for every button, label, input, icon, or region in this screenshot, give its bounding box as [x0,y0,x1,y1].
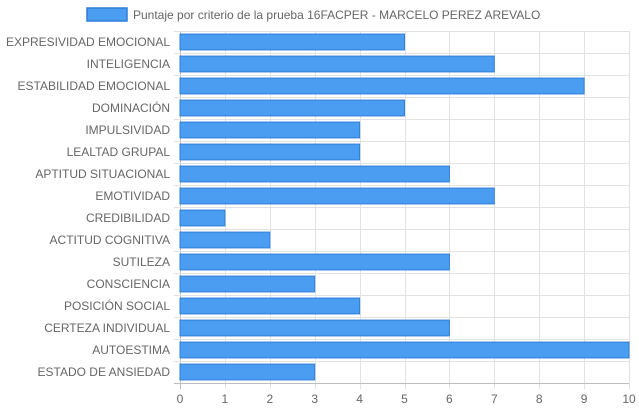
x-tick-label-5: 5 [401,392,408,406]
category-label-11: SUTILEZA [113,255,170,269]
bar-12[interactable] [179,275,316,293]
x-axis-tick-labels: 0 1 2 3 4 5 6 7 8 9 10 [177,392,636,406]
x-tick-label-8: 8 [536,392,543,406]
legend-swatch [86,7,128,22]
category-label-1: EXPRESIVIDAD EMOCIONAL [6,35,170,49]
bar-10[interactable] [179,231,271,249]
bar-7[interactable] [179,165,450,183]
bar-16[interactable] [179,363,316,381]
x-tick-label-1: 1 [222,392,229,406]
category-label-9: CREDIBILIDAD [86,211,170,225]
x-tick-label-4: 4 [356,392,363,406]
category-label-10: ACTITUD COGNITIVA [50,233,170,247]
category-label-6: LEALTAD GRUPAL [67,145,171,159]
x-tick-label-7: 7 [491,392,498,406]
legend-label: Puntaje por criterio de la prueba 16FACP… [133,8,540,22]
bar-13[interactable] [179,297,361,315]
category-label-14: CERTEZA INDIVIDUAL [44,321,170,335]
bar-11[interactable] [179,253,450,271]
bar-9[interactable] [179,209,226,227]
x-tick-label-9: 9 [581,392,588,406]
category-label-8: EMOTIVIDAD [95,189,170,203]
x-tick-label-6: 6 [446,392,453,406]
x-tick-label-10: 10 [622,392,636,406]
bar-14[interactable] [179,319,450,337]
bar-1[interactable] [179,33,405,51]
category-labels: EXPRESIVIDAD EMOCIONAL INTELIGENCIA ESTABI… [6,35,170,379]
bars [179,33,630,381]
category-label-12: CONSCIENCIA [87,277,170,291]
bar-4[interactable] [179,99,405,117]
bar-3[interactable] [179,77,585,95]
bar-15[interactable] [179,341,630,359]
category-label-2: INTELIGENCIA [87,57,170,71]
category-label-3: ESTABILIDAD EMOCIONAL [18,79,171,93]
category-label-7: APTITUD SITUACIONAL [35,167,170,181]
x-tick-label-0: 0 [177,392,184,406]
bar-6[interactable] [179,143,361,161]
category-label-5: IMPULSIVIDAD [85,123,170,137]
x-tick-label-3: 3 [311,392,318,406]
bar-2[interactable] [179,55,495,73]
category-label-15: AUTOESTIMA [92,343,170,357]
x-tick-label-2: 2 [266,392,273,406]
bar-8[interactable] [179,187,495,205]
category-label-4: DOMINACIÓN [92,100,170,115]
bar-5[interactable] [179,121,361,139]
category-label-13: POSICIÓN SOCIAL [64,298,170,313]
legend[interactable]: Puntaje por criterio de la prueba 16FACP… [86,7,540,22]
category-label-16: ESTADO DE ANSIEDAD [38,365,171,379]
